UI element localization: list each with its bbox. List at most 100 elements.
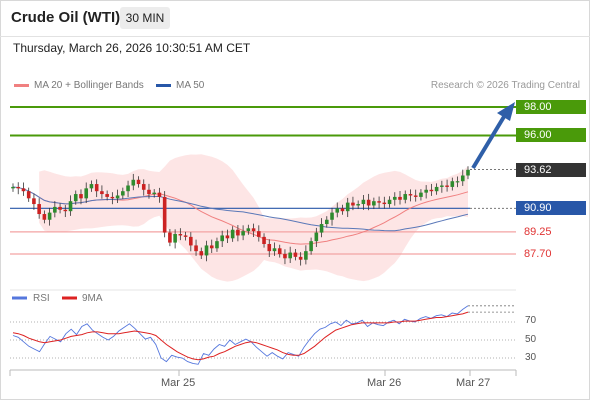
candle-body [408,194,413,196]
candle-body [419,192,423,197]
candle-body [110,196,115,199]
candle-body [241,231,245,236]
rsi-legend-label: RSI [33,293,50,304]
candle-body [288,252,292,259]
candle-body [126,185,130,192]
candle-body [262,236,266,245]
candle-body [84,188,89,199]
candle-body [304,251,308,260]
candle-body [183,235,188,237]
candle-body [345,202,350,212]
candle-body [272,248,277,252]
candle-body [152,192,157,195]
legend-ma20: MA 20 + Bollinger Bands [14,80,144,91]
candle-body [189,236,193,246]
candle-body [246,228,251,232]
candle-body [377,201,381,203]
candle-body [157,192,162,197]
candle-body [340,208,345,212]
rsi-tick-30: 30 [525,352,537,363]
candle-body [68,201,73,212]
candle-body [141,184,146,190]
candle-body [204,245,209,256]
candle-body [366,199,371,206]
candle-body [225,235,230,239]
bollinger-band [39,154,469,282]
candle-body [178,234,183,236]
date-tick-mar26: Mar 26 [367,377,402,389]
support-1-label: 89.25 [524,226,552,238]
candle-body [429,189,434,192]
candle-body [37,204,41,215]
forecast-arrow [471,102,515,170]
candle-body [47,212,52,220]
candle-body [89,184,94,189]
candle-body [58,206,62,210]
legend-ma20-label: MA 20 + Bollinger Bands [34,80,144,91]
candle-body [466,169,470,176]
candle-body [173,234,177,243]
candle-body [215,241,219,249]
candle-body [424,189,428,193]
candle-body [372,201,376,206]
candle-body [361,199,366,205]
research-credit: Research © 2026 Trading Central [430,80,580,91]
candle-body [309,241,313,252]
legend-ma50: MA 50 [156,80,204,91]
candle-body [194,245,198,252]
candle-body [168,232,172,243]
candle-body [199,251,204,256]
candle-body [236,229,240,236]
last-price-label: 93.62 [516,163,586,177]
date-tick-mar25: Mar 25 [161,377,196,389]
candle-body [293,252,298,257]
candle-body [450,181,455,187]
candle-body [298,256,303,260]
forecast-arrow-head [497,102,515,121]
forecast-arrow-shaft [471,113,507,170]
instrument-title: Crude Oil (WTI) [11,9,121,26]
ma50-swatch [156,84,171,87]
candle-body [398,196,402,200]
candle-body [79,194,83,199]
candle-body [283,254,287,259]
candle-body [32,198,36,205]
date-tick-mar27: Mar 27 [456,377,491,389]
candle-body [319,224,324,233]
candle-body [403,194,408,200]
candle-body [356,204,360,206]
candle-body [314,232,319,242]
candle-body [26,191,31,199]
candle-body [209,245,214,249]
rsi-ma-line [12,311,469,361]
candle-body [230,229,235,239]
candle-body [16,186,21,189]
legend-ma50-label: MA 50 [176,80,205,91]
timestamp: Thursday, March 26, 2026 10:30:51 AM CET [13,41,251,55]
candle-body [251,228,256,232]
candle-body [147,189,151,195]
rsi-ma-legend-label: 9MA [82,293,103,304]
candle-body [94,184,99,192]
candle-body [330,212,334,220]
candle-body [445,185,449,187]
rsi-tick-70: 70 [525,315,537,326]
candle-body [460,175,465,182]
candle-body [382,202,387,205]
candle-body [42,214,47,220]
candle-body [115,195,120,199]
candle-body [63,209,68,212]
candle-body [53,206,57,213]
support-2-label: 87.70 [524,248,552,260]
candle-body [351,202,355,206]
candle-body [220,235,224,242]
timeframe-button[interactable]: 30 MIN [120,7,170,29]
candle-body [335,208,340,213]
ma20-swatch [14,84,29,87]
candle-body [257,231,261,237]
candle-body [455,181,460,183]
chart-header: Crude Oil (WTI) 30 MIN [0,0,590,37]
candle-body [413,195,418,197]
candle-body [324,219,329,225]
